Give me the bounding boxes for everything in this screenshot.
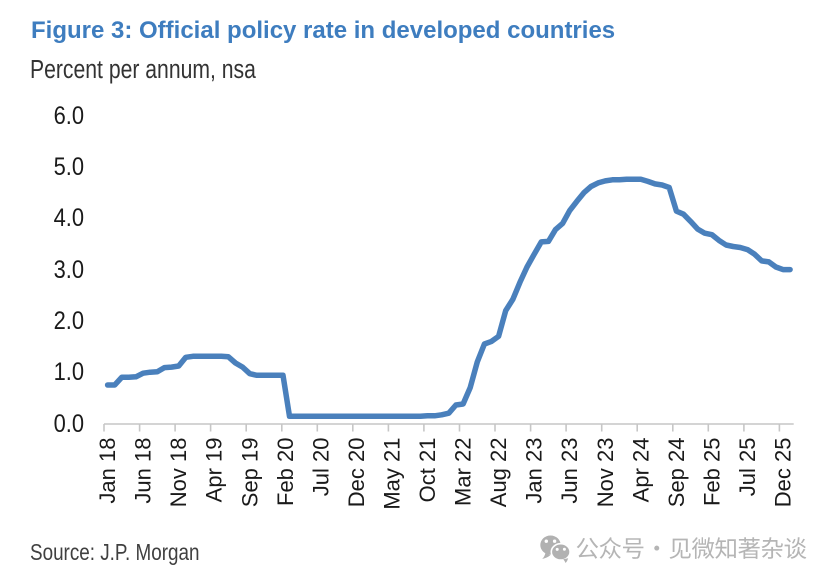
svg-text:Jul 20: Jul 20	[308, 438, 333, 497]
svg-text:Oct 21: Oct 21	[415, 438, 440, 503]
svg-text:Nov 18: Nov 18	[166, 438, 191, 508]
svg-text:Jul 25: Jul 25	[735, 438, 760, 497]
svg-text:Apr 19: Apr 19	[202, 438, 227, 503]
svg-text:Sep 24: Sep 24	[664, 438, 689, 508]
svg-text:Sep 19: Sep 19	[237, 438, 262, 508]
svg-text:Jun 18: Jun 18	[131, 438, 156, 504]
svg-text:Apr 24: Apr 24	[628, 438, 653, 503]
svg-text:Jun 23: Jun 23	[557, 438, 582, 504]
svg-text:Jan 18: Jan 18	[95, 438, 120, 504]
svg-text:May 21: May 21	[380, 438, 405, 510]
svg-text:Dec 20: Dec 20	[344, 438, 369, 508]
svg-text:Jan 23: Jan 23	[522, 438, 547, 504]
svg-text:Mar 22: Mar 22	[451, 438, 476, 506]
svg-text:Aug 22: Aug 22	[486, 438, 511, 508]
svg-text:Nov 23: Nov 23	[593, 438, 618, 508]
svg-text:Feb 25: Feb 25	[699, 438, 724, 507]
svg-text:Dec 25: Dec 25	[771, 438, 796, 508]
svg-text:Feb 20: Feb 20	[273, 438, 298, 507]
